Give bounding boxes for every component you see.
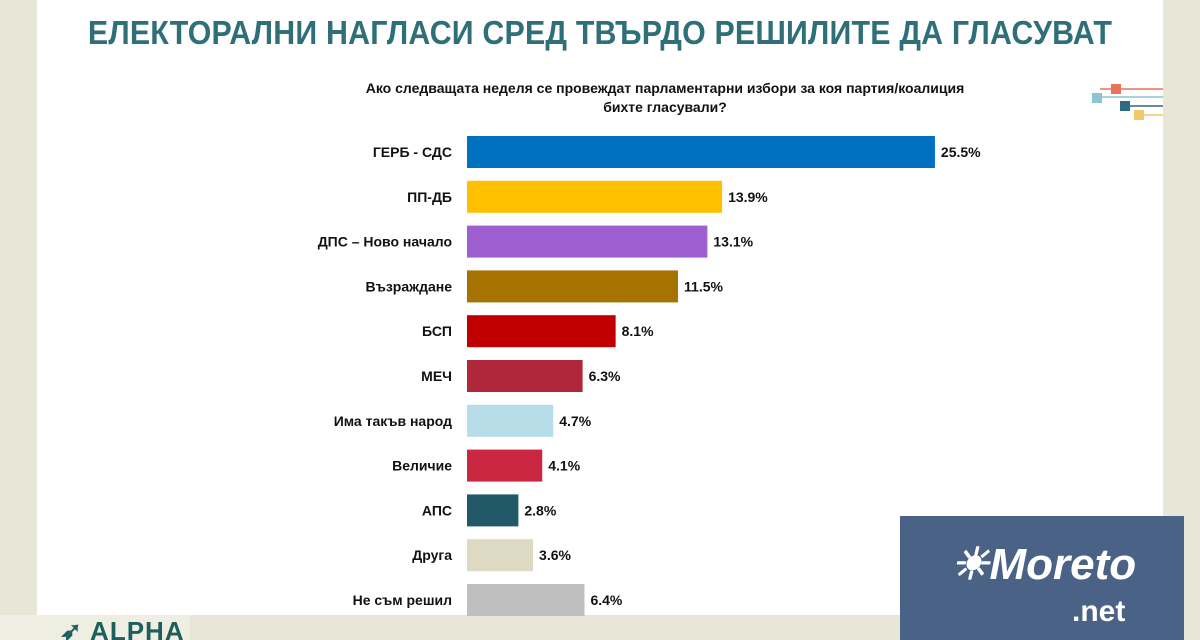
bar [467, 315, 616, 348]
decoration-icon [1092, 84, 1163, 120]
category-label: Величие [392, 458, 452, 474]
category-label: БСП [422, 323, 452, 339]
bar [467, 180, 723, 213]
category-label: ГЕРБ - СДС [373, 144, 452, 160]
category-label: Има такъв народ [334, 413, 452, 429]
category-label: Друга [412, 547, 452, 563]
bar [467, 494, 519, 527]
bars-group: ГЕРБ - СДС 25.5% ПП-ДБ 13.9% ДПС – Ново нача… [318, 136, 981, 616]
bar [467, 136, 935, 168]
page-title: ЕЛЕКТОРАЛНИ НАГЛАСИ СРЕД ТВЪРДО РЕШИЛИТЕ… [87, 14, 1113, 51]
data-label: 8.1% [622, 323, 654, 339]
data-label: 13.9% [728, 189, 768, 205]
subtitle-line-1: Ако следващата неделя се провеждат парла… [365, 80, 965, 96]
data-label: 11.5% [684, 278, 723, 294]
data-label: 6.4% [590, 592, 622, 608]
moreto-logo: ☀Moreto .net [900, 516, 1184, 640]
data-label: 25.5% [941, 144, 981, 160]
moreto-logo-name: Moreto [989, 540, 1137, 589]
data-label: 4.7% [559, 413, 591, 429]
alpha-logo-text: ➶ ALPHA [60, 618, 185, 640]
data-label: 3.6% [539, 547, 571, 563]
category-label: ДПС – Ново начало [318, 234, 452, 250]
chart-subtitle: Ако следващата неделя се провеждат парла… [315, 79, 1015, 117]
data-label: 13.1% [713, 234, 753, 250]
category-label: ПП-ДБ [407, 189, 452, 205]
alpha-logo-word: ALPHA [90, 616, 185, 640]
bar [467, 270, 679, 303]
category-label: АПС [422, 502, 452, 518]
slide-panel [37, 0, 1163, 615]
moreto-logo-net: .net [1072, 595, 1126, 628]
bar [467, 360, 583, 392]
bar [467, 584, 585, 616]
bar [467, 225, 708, 258]
category-label: МЕЧ [421, 368, 452, 384]
data-label: 2.8% [524, 502, 556, 518]
alpha-logo: ➶ ALPHA [0, 615, 190, 640]
category-label: Възраждане [366, 278, 453, 294]
data-label: 6.3% [589, 368, 621, 384]
moreto-logo-word: ☀Moreto [950, 540, 1137, 589]
bar [467, 449, 543, 482]
bar [467, 404, 554, 437]
bar [467, 539, 534, 572]
subtitle-line-2: бихте гласували? [603, 99, 727, 115]
category-label: Не съм решил [353, 592, 452, 608]
data-label: 4.1% [548, 458, 580, 474]
